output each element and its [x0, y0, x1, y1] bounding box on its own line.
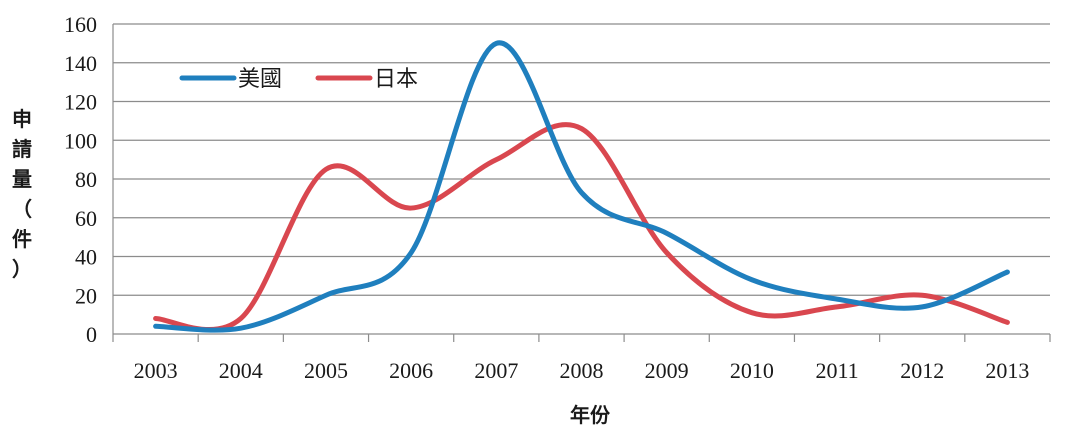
x-tick-label: 2005: [304, 358, 348, 383]
y-tick-label: 80: [75, 167, 97, 192]
y-tick-label: 140: [64, 51, 97, 76]
x-tick-marks: [112, 334, 1051, 342]
series-line-us: [153, 40, 1010, 333]
x-tick-label: 2003: [134, 358, 178, 383]
x-tick-label: 2009: [645, 358, 689, 383]
y-axis-title-char: （: [12, 197, 32, 221]
legend: 美國 日本: [179, 67, 418, 92]
x-tick-label: 2007: [474, 358, 518, 383]
y-tick-label: 40: [75, 245, 97, 270]
x-axis-title: 年份: [570, 403, 611, 427]
y-axis-title-char: ）: [12, 257, 32, 281]
x-tick-label: 2012: [900, 358, 944, 383]
y-tick-label: 120: [64, 90, 97, 115]
y-tick-label: 60: [75, 206, 97, 231]
y-axis-title-char: 申: [12, 107, 32, 131]
y-tick-labels: 0 20 40 60 80 100 120 140 160: [64, 12, 97, 347]
y-axis-title-char: 件: [12, 227, 32, 251]
y-tick-label: 0: [86, 322, 97, 347]
x-tick-label: 2010: [730, 358, 774, 383]
y-gridlines: [113, 23, 1050, 296]
x-tick-label: 2008: [560, 358, 604, 383]
y-tick-label: 20: [75, 283, 97, 308]
y-tick-label: 160: [64, 12, 97, 37]
x-tick-label: 2013: [985, 358, 1029, 383]
x-tick-label: 2006: [389, 358, 433, 383]
series-line-japan: [153, 122, 1010, 332]
x-tick-label: 2004: [219, 358, 263, 383]
y-axis-title-char: 量: [12, 167, 32, 191]
x-tick-labels: 2003 2004 2005 2006 2007 2008 2009 2010 2011 2012…: [134, 358, 1030, 383]
y-tick-label: 100: [64, 128, 97, 153]
legend-label: 美國: [238, 67, 282, 92]
legend-label: 日本: [374, 67, 418, 92]
y-axis-title: 申請量 （ 件 ）: [12, 107, 32, 281]
y-axis-title-char: 請: [12, 137, 32, 161]
series-lines: [153, 40, 1010, 333]
x-tick-label: 2011: [815, 358, 858, 383]
